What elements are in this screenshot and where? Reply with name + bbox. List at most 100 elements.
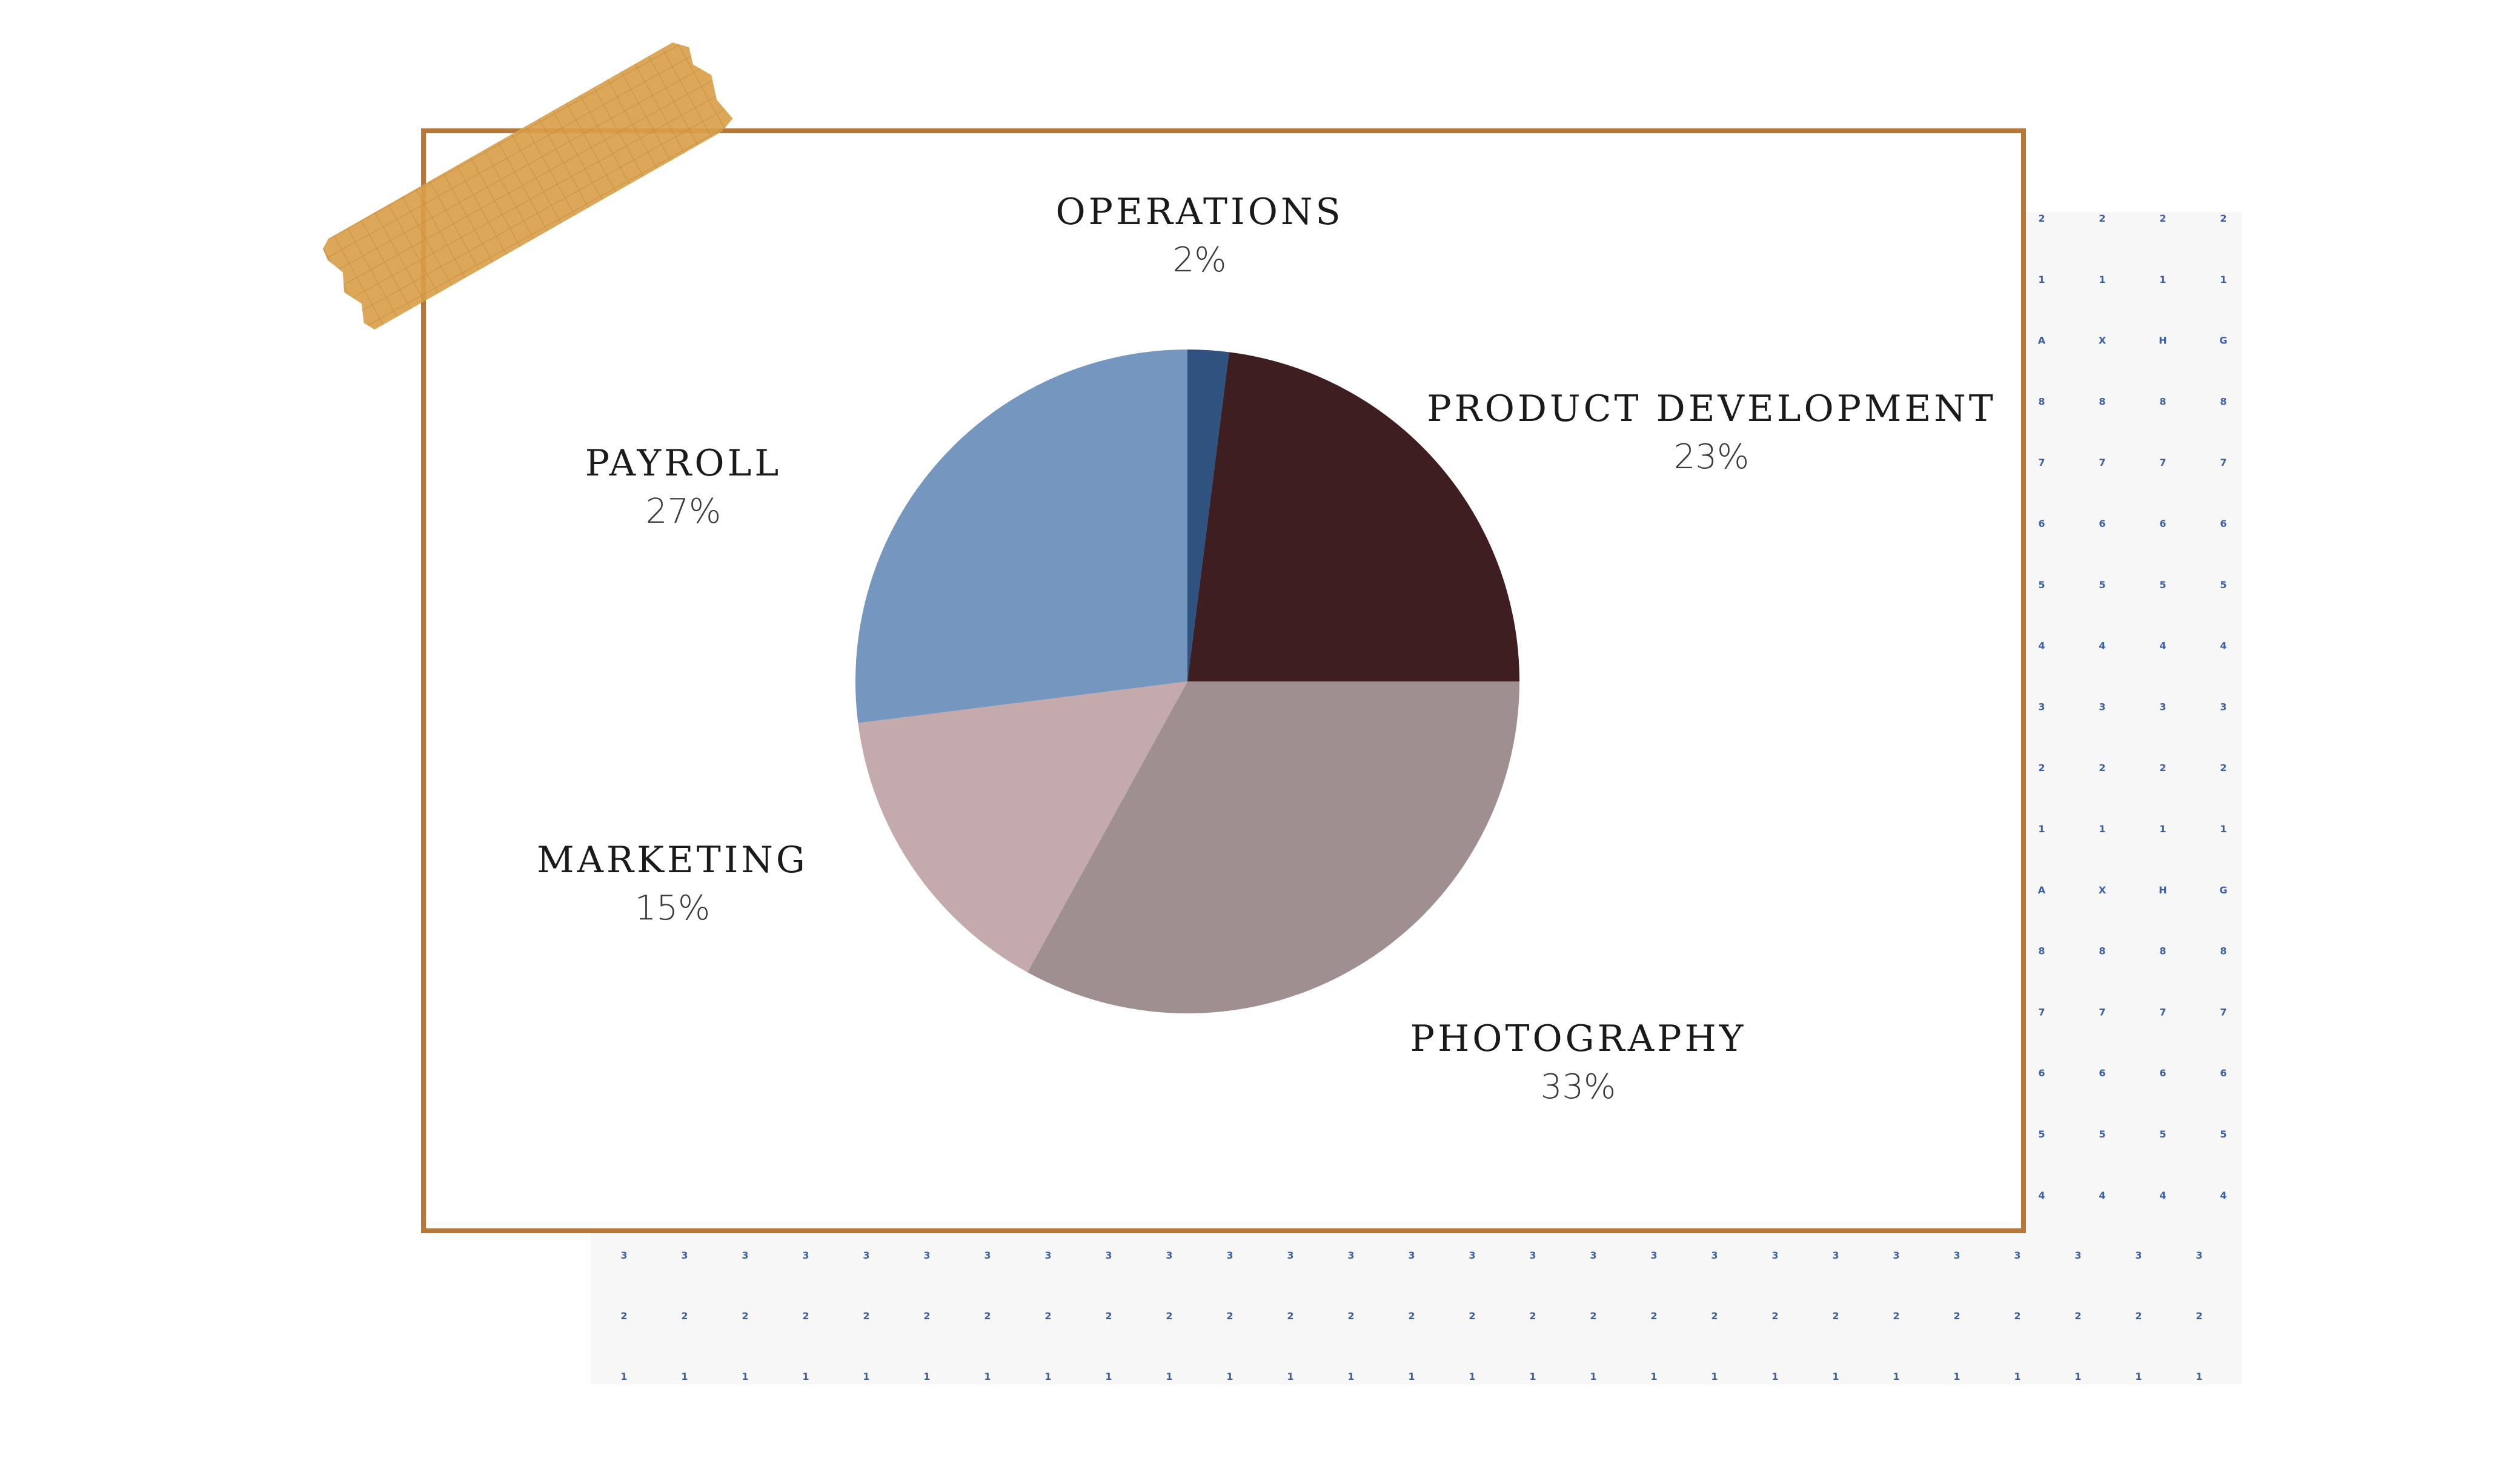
grid-glyph: 2 xyxy=(1953,1310,1960,1322)
grid-glyph: 4 xyxy=(2038,1190,2045,1201)
grid-glyph: 6 xyxy=(2038,518,2045,529)
grid-glyph: 1 xyxy=(863,1371,869,1382)
label-payroll-pct: 27% xyxy=(645,492,722,531)
grid-glyph: 1 xyxy=(1771,1371,1778,1382)
grid-glyph: 7 xyxy=(2220,457,2226,468)
grid-glyph: 8 xyxy=(2038,946,2045,957)
grid-glyph: 1 xyxy=(2220,274,2226,285)
grid-glyph: 3 xyxy=(2220,701,2226,712)
grid-glyph: 3 xyxy=(2038,701,2045,712)
grid-glyph: X xyxy=(2099,335,2107,346)
grid-glyph: 3 xyxy=(1650,1250,1657,1261)
grid-glyph: 3 xyxy=(2159,701,2166,712)
label-marketing-name: MARKETING xyxy=(537,839,808,881)
grid-glyph: 3 xyxy=(1771,1250,1778,1261)
grid-glyph: 3 xyxy=(984,1250,991,1261)
grid-glyph: 6 xyxy=(2099,1067,2105,1079)
grid-glyph: 2 xyxy=(923,1310,930,1322)
label-photography: PHOTOGRAPHY 33% xyxy=(1410,1015,1747,1111)
grid-glyph: 1 xyxy=(2196,1371,2202,1382)
grid-glyph: 3 xyxy=(1166,1250,1172,1261)
grid-glyph: 2 xyxy=(1408,1310,1415,1322)
grid-glyph: 1 xyxy=(2135,1371,2142,1382)
grid-glyph: 3 xyxy=(1529,1250,1536,1261)
grid-glyph: 3 xyxy=(2196,1250,2202,1261)
grid-glyph: 1 xyxy=(1832,1371,1839,1382)
grid-glyph: 2 xyxy=(2220,213,2226,224)
grid-glyph: 2 xyxy=(1105,1310,1112,1322)
grid-glyph: 7 xyxy=(2159,457,2166,468)
grid-glyph: 1 xyxy=(742,1371,748,1382)
grid-glyph: 7 xyxy=(2038,457,2045,468)
grid-glyph: 2 xyxy=(1166,1310,1172,1322)
grid-glyph: H xyxy=(2159,335,2166,346)
grid-glyph: 1 xyxy=(1166,1371,1172,1382)
grid-glyph: 2 xyxy=(1650,1310,1657,1322)
label-product-development-name: PRODUCT DEVELOPMENT xyxy=(1427,388,1996,430)
grid-glyph: 5 xyxy=(2038,1128,2045,1140)
grid-glyph: 4 xyxy=(2159,1190,2166,1201)
grid-glyph: 2 xyxy=(681,1310,688,1322)
grid-glyph: 3 xyxy=(1347,1250,1354,1261)
grid-glyph: 2 xyxy=(1771,1310,1778,1322)
grid-glyph: 8 xyxy=(2220,396,2226,407)
grid-glyph: 5 xyxy=(2099,1128,2105,1140)
grid-glyph: 2 xyxy=(2159,762,2166,773)
pie-slice-payroll xyxy=(855,349,1187,723)
grid-glyph: 2 xyxy=(2196,1310,2202,1322)
grid-glyph: 2 xyxy=(802,1310,809,1322)
grid-glyph: 4 xyxy=(2038,640,2045,652)
grid-glyph: 2 xyxy=(2099,213,2105,224)
label-operations-pct: 2% xyxy=(1172,240,1227,280)
grid-glyph: G xyxy=(2219,884,2227,896)
grid-glyph: 3 xyxy=(1832,1250,1839,1261)
grid-glyph: 1 xyxy=(2038,823,2045,835)
grid-glyph: 4 xyxy=(2099,640,2105,652)
pie-slice-marketing xyxy=(858,681,1187,973)
grid-glyph: 2 xyxy=(1226,1310,1233,1322)
label-marketing-pct: 15% xyxy=(634,889,711,928)
grid-glyph: 7 xyxy=(2220,1006,2226,1018)
grid-glyph: 4 xyxy=(2159,640,2166,652)
grid-glyph: 1 xyxy=(1893,1371,1899,1382)
grid-glyph: 1 xyxy=(2159,274,2166,285)
grid-glyph: X xyxy=(2099,884,2107,896)
grid-glyph: H xyxy=(2159,884,2166,896)
grid-glyph: 8 xyxy=(2159,946,2166,957)
grid-glyph: 2 xyxy=(2135,1310,2142,1322)
grid-glyph: G xyxy=(2219,335,2227,346)
grid-glyph: 5 xyxy=(2220,579,2226,591)
label-product-development-pct: 23% xyxy=(1673,437,1750,477)
grid-glyph: 1 xyxy=(802,1371,809,1382)
grid-glyph: 2 xyxy=(2159,213,2166,224)
grid-glyph: 3 xyxy=(681,1250,688,1261)
grid-glyph: 8 xyxy=(2038,396,2045,407)
grid-glyph: 1 xyxy=(923,1371,930,1382)
grid-glyph: 1 xyxy=(2074,1371,2081,1382)
grid-glyph: 3 xyxy=(863,1250,869,1261)
grid-glyph: 3 xyxy=(1105,1250,1112,1261)
grid-glyph: 7 xyxy=(2159,1006,2166,1018)
pie-slice-photography xyxy=(1027,681,1519,1014)
grid-glyph: 8 xyxy=(2099,946,2105,957)
grid-glyph: 7 xyxy=(2099,457,2105,468)
grid-glyph: 3 xyxy=(1590,1250,1596,1261)
label-operations: OPERATIONS 2% xyxy=(1055,188,1343,285)
grid-glyph: 1 xyxy=(1226,1371,1233,1382)
grid-glyph: 8 xyxy=(2099,396,2105,407)
grid-glyph: 3 xyxy=(1226,1250,1233,1261)
grid-glyph: 4 xyxy=(2099,1190,2105,1201)
grid-glyph: 1 xyxy=(2220,823,2226,835)
grid-glyph: 5 xyxy=(2159,579,2166,591)
grid-glyph: 1 xyxy=(1711,1371,1718,1382)
grid-glyph: 3 xyxy=(1893,1250,1899,1261)
grid-glyph: 5 xyxy=(2099,579,2105,591)
grid-glyph: 3 xyxy=(1953,1250,1960,1261)
pie-slice-product-development xyxy=(1187,352,1519,681)
grid-glyph: 1 xyxy=(1408,1371,1415,1382)
grid-glyph: 1 xyxy=(1105,1371,1112,1382)
grid-glyph: 2 xyxy=(863,1310,869,1322)
grid-glyph: 8 xyxy=(2159,396,2166,407)
grid-glyph: 6 xyxy=(2220,1067,2226,1079)
